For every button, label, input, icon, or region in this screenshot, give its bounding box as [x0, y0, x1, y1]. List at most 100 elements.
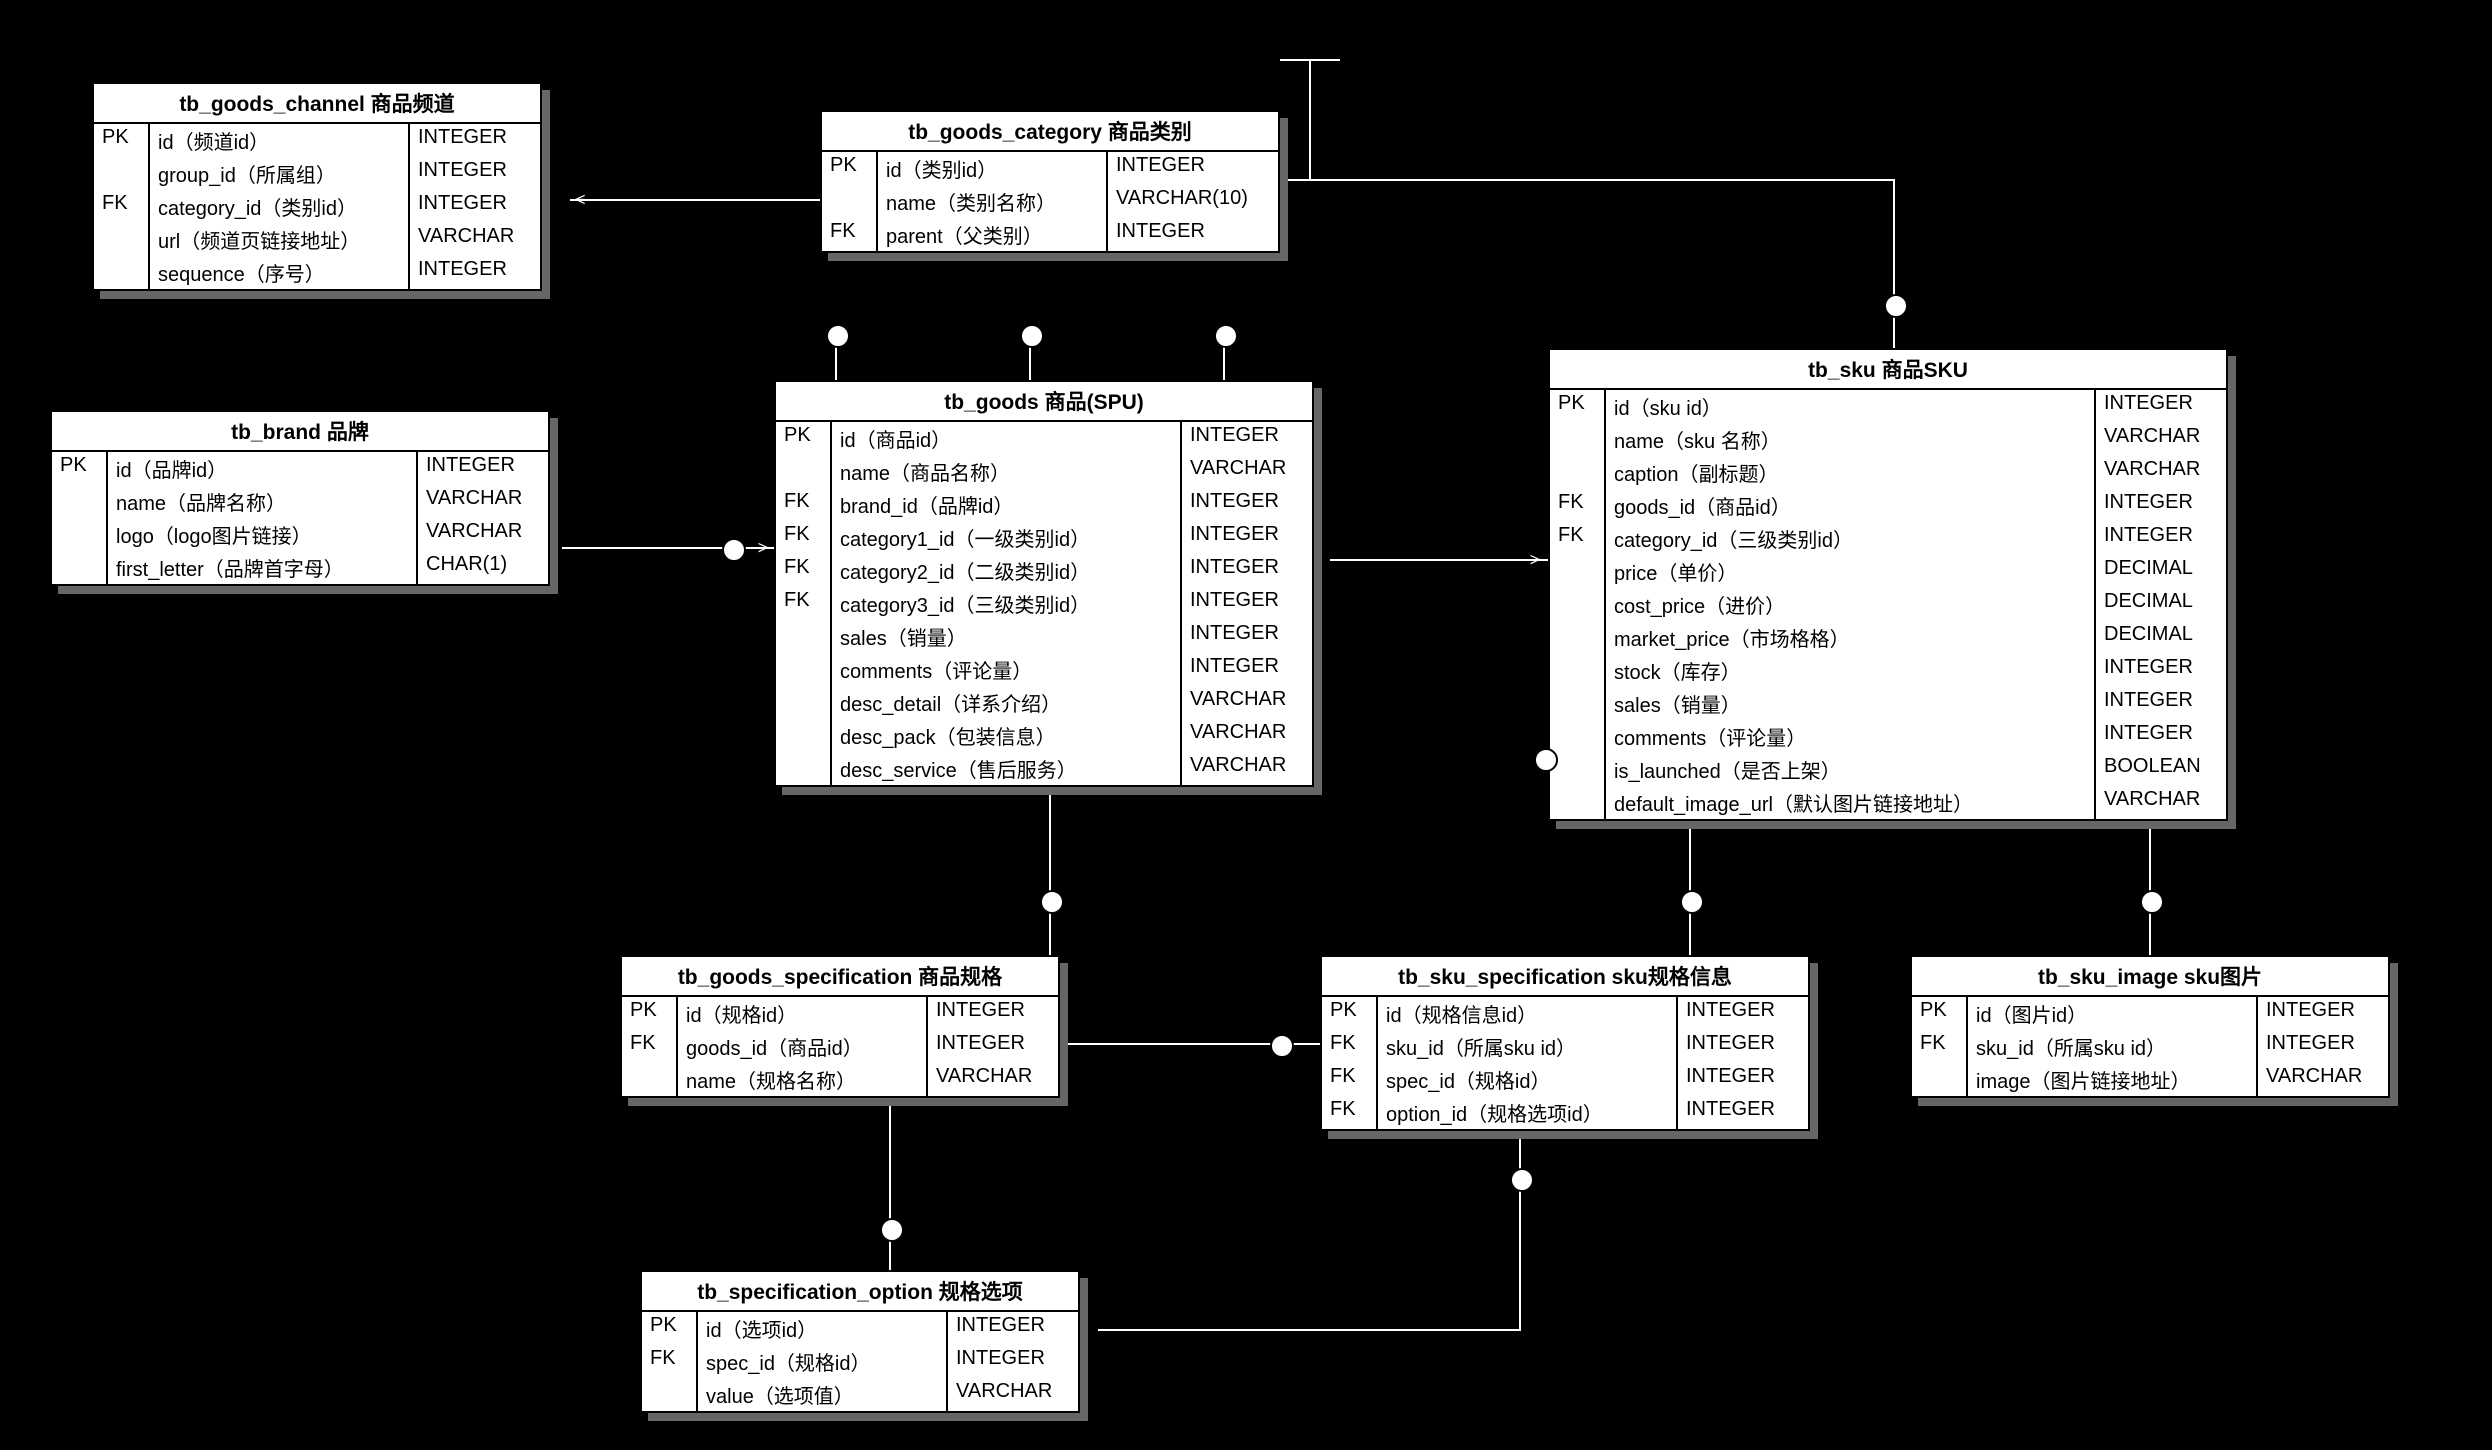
entity-cell-name: category_id（类别id）	[150, 190, 410, 223]
entity-cell-key	[1550, 753, 1606, 786]
entity-cell-type: VARCHAR	[2096, 786, 2226, 819]
entity-cell-key: PK	[1550, 390, 1606, 423]
entity-body: PKid（类别id）INTEGERname（类别名称）VARCHAR(10)FK…	[822, 152, 1278, 251]
entity-cell-type: VARCHAR	[410, 223, 540, 256]
entity-cell-name: name（品牌名称）	[108, 485, 418, 518]
entity-cell-type: CHAR(1)	[418, 551, 548, 584]
entity-title: tb_sku 商品SKU	[1550, 350, 2226, 390]
entity-sku: tb_sku 商品SKUPKid（sku id）INTEGERname（sku …	[1548, 348, 2228, 821]
entity-cell-type: INTEGER	[410, 157, 540, 190]
entity-cell-key	[1550, 456, 1606, 489]
entity-cell-type: INTEGER	[1182, 653, 1312, 686]
entity-body: PKid（sku id）INTEGERname（sku 名称）VARCHARca…	[1550, 390, 2226, 819]
entity-cell-type: DECIMAL	[2096, 555, 2226, 588]
entity-cell-key	[776, 455, 832, 488]
entity-cell-name: id（频道id）	[150, 124, 410, 157]
entity-goods_spec: tb_goods_specification 商品规格PKid（规格id）INT…	[620, 955, 1060, 1098]
entity-cell-key: FK	[1322, 1063, 1378, 1096]
entity-cell-key: FK	[622, 1030, 678, 1063]
entity-cell-name: id（规格信息id）	[1378, 997, 1678, 1030]
entity-title: tb_goods_channel 商品频道	[94, 84, 540, 124]
entity-body: PKid（品牌id）INTEGERname（品牌名称）VARCHARlogo（l…	[52, 452, 548, 584]
entity-title: tb_specification_option 规格选项	[642, 1272, 1078, 1312]
entity-cell-type: INTEGER	[1182, 620, 1312, 653]
entity-cell-key	[1550, 423, 1606, 456]
entity-cell-name: spec_id（规格id）	[1378, 1063, 1678, 1096]
relation-dot	[1040, 890, 1064, 914]
entity-cell-name: goods_id（商品id）	[1606, 489, 2096, 522]
entity-cell-type: INTEGER	[1108, 152, 1278, 185]
entity-cell-key: FK	[776, 488, 832, 521]
entity-cell-key: FK	[776, 554, 832, 587]
entity-cell-type: INTEGER	[1678, 997, 1808, 1030]
entity-body: PKid（频道id）INTEGERgroup_id（所属组）INTEGERFKc…	[94, 124, 540, 289]
entity-cell-key: PK	[1912, 997, 1968, 1030]
entity-cell-key	[1550, 555, 1606, 588]
entity-cell-type: INTEGER	[410, 190, 540, 223]
entity-goods: tb_goods 商品(SPU)PKid（商品id）INTEGERname（商品…	[774, 380, 1314, 787]
entity-cell-key	[776, 686, 832, 719]
entity-cell-key: PK	[52, 452, 108, 485]
entity-cell-name: brand_id（品牌id）	[832, 488, 1182, 521]
entity-cell-name: id（品牌id）	[108, 452, 418, 485]
relation-dot	[1020, 324, 1044, 348]
entity-cell-key: PK	[94, 124, 150, 157]
entity-cell-name: comments（评论量）	[1606, 720, 2096, 753]
entity-cell-key	[94, 223, 150, 256]
entity-cell-name: category2_id（二级类别id）	[832, 554, 1182, 587]
entity-cell-name: desc_service（售后服务）	[832, 752, 1182, 785]
entity-cell-type: VARCHAR	[928, 1063, 1058, 1096]
entity-goods_channel: tb_goods_channel 商品频道PKid（频道id）INTEGERgr…	[92, 82, 542, 291]
entity-cell-key	[94, 256, 150, 289]
entity-cell-type: INTEGER	[2096, 720, 2226, 753]
entity-spec_option: tb_specification_option 规格选项PKid（选项id）IN…	[640, 1270, 1080, 1413]
entity-cell-type: INTEGER	[1678, 1096, 1808, 1129]
entity-cell-name: name（规格名称）	[678, 1063, 928, 1096]
entity-cell-key	[642, 1378, 698, 1411]
entity-cell-key: FK	[1912, 1030, 1968, 1063]
entity-cell-type: INTEGER	[928, 1030, 1058, 1063]
entity-cell-key: FK	[94, 190, 150, 223]
entity-cell-key	[776, 620, 832, 653]
entity-cell-name: id（规格id）	[678, 997, 928, 1030]
entity-cell-type: INTEGER	[1182, 422, 1312, 455]
entity-cell-name: comments（评论量）	[832, 653, 1182, 686]
entity-body: PKid（图片id）INTEGERFKsku_id（所属sku id）INTEG…	[1912, 997, 2388, 1096]
entity-cell-key	[52, 518, 108, 551]
entity-cell-type: INTEGER	[928, 997, 1058, 1030]
entity-cell-type: VARCHAR	[1182, 752, 1312, 785]
entity-cell-type: INTEGER	[1182, 488, 1312, 521]
entity-cell-type: VARCHAR	[2096, 423, 2226, 456]
relation-dot	[722, 538, 746, 562]
entity-cell-type: DECIMAL	[2096, 621, 2226, 654]
entity-cell-type: VARCHAR	[1182, 719, 1312, 752]
entity-cell-name: category_id（三级类别id）	[1606, 522, 2096, 555]
entity-title: tb_sku_image sku图片	[1912, 957, 2388, 997]
entity-cell-type: INTEGER	[1108, 218, 1278, 251]
entity-cell-key	[52, 485, 108, 518]
entity-body: PKid（商品id）INTEGERname（商品名称）VARCHARFKbran…	[776, 422, 1312, 785]
entity-cell-type: INTEGER	[2096, 390, 2226, 423]
entity-cell-name: cost_price（进价）	[1606, 588, 2096, 621]
entity-cell-name: desc_detail（详系介绍）	[832, 686, 1182, 719]
entity-cell-key	[1550, 720, 1606, 753]
entity-cell-key: FK	[1322, 1030, 1378, 1063]
entity-cell-type: VARCHAR	[418, 518, 548, 551]
entity-cell-name: spec_id（规格id）	[698, 1345, 948, 1378]
entity-cell-name: image（图片链接地址）	[1968, 1063, 2258, 1096]
entity-cell-name: name（sku 名称）	[1606, 423, 2096, 456]
entity-cell-key	[622, 1063, 678, 1096]
entity-cell-name: goods_id（商品id）	[678, 1030, 928, 1063]
entity-cell-name: name（类别名称）	[878, 185, 1108, 218]
entity-cell-key: PK	[776, 422, 832, 455]
entity-title: tb_goods_category 商品类别	[822, 112, 1278, 152]
entity-cell-type: INTEGER	[2258, 1030, 2388, 1063]
relation-dot	[1214, 324, 1238, 348]
entity-cell-name: logo（logo图片链接）	[108, 518, 418, 551]
entity-cell-key	[776, 653, 832, 686]
entity-cell-key: PK	[822, 152, 878, 185]
entity-cell-name: id（图片id）	[1968, 997, 2258, 1030]
entity-cell-key: FK	[642, 1345, 698, 1378]
entity-cell-name: stock（库存）	[1606, 654, 2096, 687]
relation-dot	[1510, 1168, 1534, 1192]
